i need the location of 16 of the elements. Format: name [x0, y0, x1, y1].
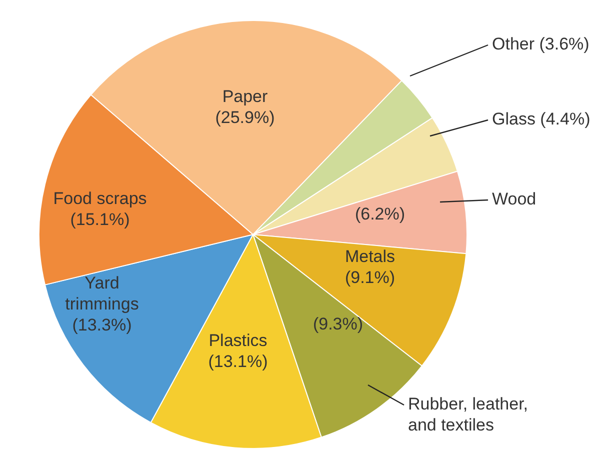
data-label: (25.9%) [215, 108, 275, 128]
data-label: (9.1%) [344, 268, 396, 288]
data-label: (13.3%) [72, 316, 132, 335]
slice-label: Glass (4.4%) [492, 110, 590, 129]
slice-label: Food scraps [53, 189, 147, 208]
slice-label: Rubber, leather, and textiles [408, 394, 528, 435]
slice-label: Yard trimmings [65, 274, 139, 314]
data-label: (13.1%) [208, 352, 268, 372]
data-label: (15.1%) [70, 210, 130, 230]
data-label: (6.2%) [354, 204, 406, 224]
slice-label: Wood [492, 190, 536, 209]
slice-label: Plastics [208, 331, 268, 350]
slice-label: Metals [344, 247, 396, 266]
slice-label: Paper [222, 87, 268, 106]
data-label: (9.3%) [312, 314, 364, 334]
slice-label: Other (3.6%) [492, 34, 590, 54]
